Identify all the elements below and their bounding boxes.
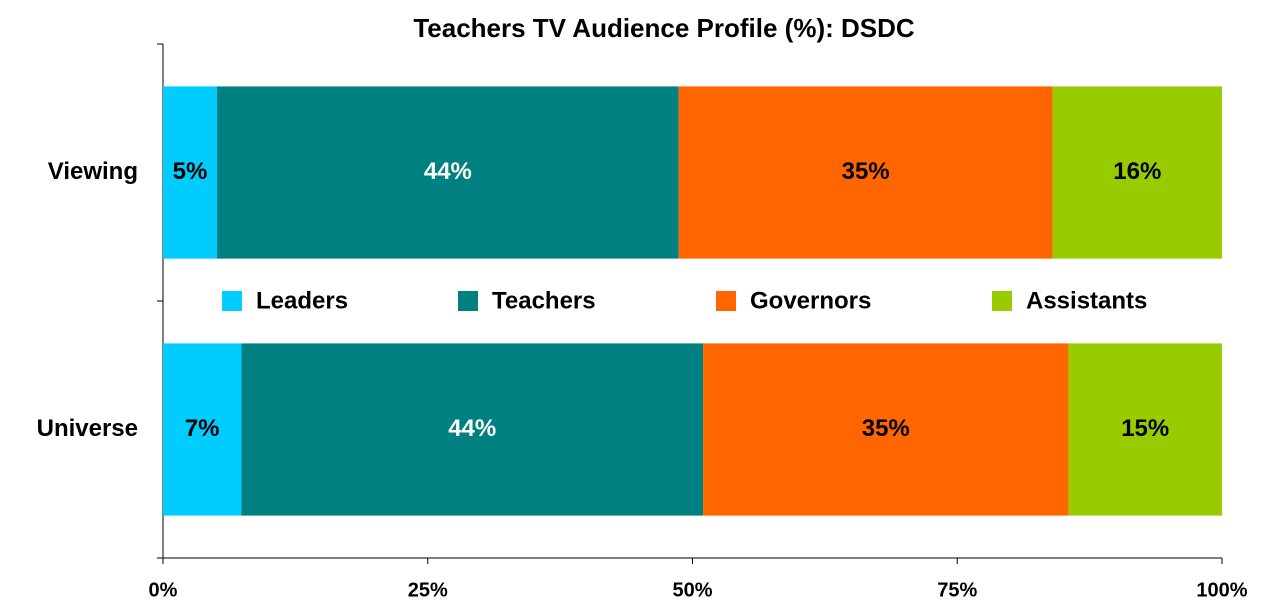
bar-segment — [1052, 86, 1222, 259]
legend-label: Leaders — [256, 287, 348, 314]
data-label: 15% — [1121, 415, 1169, 442]
bar-segment — [217, 86, 679, 259]
legend-label: Assistants — [1026, 287, 1147, 314]
y-tick-label: Viewing — [48, 158, 138, 185]
bar-segment — [163, 343, 242, 516]
data-label: 35% — [862, 415, 910, 442]
legend-swatch — [992, 291, 1012, 311]
chart-title: Teachers TV Audience Profile (%): DSDC — [413, 13, 915, 43]
legend-swatch — [716, 291, 736, 311]
legend-swatch — [222, 291, 242, 311]
x-tick-label: 25% — [408, 579, 448, 601]
x-tick-label: 100% — [1196, 579, 1247, 601]
data-label: 7% — [185, 415, 220, 442]
data-label: 5% — [173, 158, 208, 185]
x-tick-label: 0% — [149, 579, 178, 601]
data-label: 44% — [448, 415, 496, 442]
bar-segment — [678, 86, 1053, 259]
x-tick-label: 50% — [672, 579, 712, 601]
data-label: 16% — [1113, 158, 1161, 185]
data-label: 44% — [424, 158, 472, 185]
x-tick-label: 75% — [937, 579, 977, 601]
legend-swatch — [458, 291, 478, 311]
legend-label: Governors — [750, 287, 871, 314]
bar-segment — [163, 86, 218, 259]
bar-segment — [241, 343, 704, 516]
bar-segment — [703, 343, 1069, 516]
legend-label: Teachers — [492, 287, 596, 314]
data-label: 35% — [842, 158, 890, 185]
bar-segment — [1068, 343, 1222, 516]
y-tick-label: Universe — [37, 415, 138, 442]
